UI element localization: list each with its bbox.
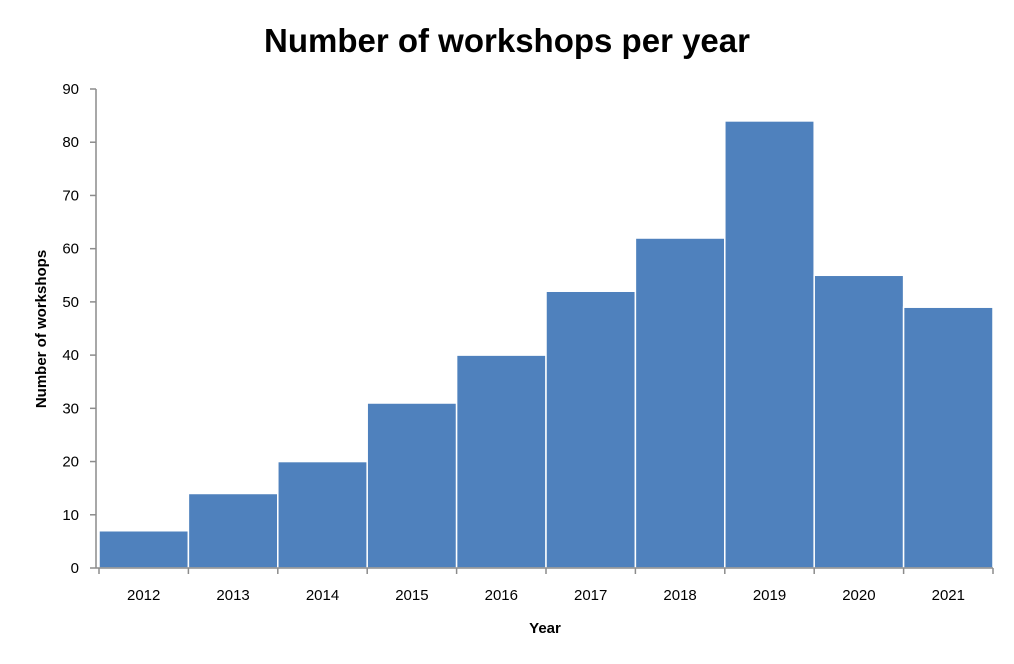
y-axis-label: Number of workshops [33, 250, 50, 408]
bars-group [98, 120, 994, 569]
x-ticks-group: 2012 2013 2014 2015 2016 2017 2018 2019 2020 2021 [98, 568, 994, 604]
x-tick-label-2020: 2020 [842, 587, 875, 604]
bar-2018 [634, 237, 726, 569]
y-tick-label: 60 [62, 241, 79, 258]
y-tick-label: 70 [62, 187, 79, 204]
bar-2017 [545, 290, 637, 569]
y-tick-label: 80 [62, 134, 79, 151]
y-tick-label: 20 [62, 454, 79, 471]
bar-2020 [813, 274, 905, 569]
bar-2016 [455, 354, 547, 569]
x-tick-label-2016: 2016 [485, 587, 518, 604]
y-tick-label: 50 [62, 294, 79, 311]
x-tick-label-2015: 2015 [395, 587, 428, 604]
x-tick-label-2013: 2013 [216, 587, 249, 604]
x-tick-label-2012: 2012 [127, 587, 160, 604]
bar-2014 [277, 460, 368, 569]
bar-2012 [98, 529, 190, 569]
y-tick-label: 0 [71, 560, 79, 577]
x-tick-label-2017: 2017 [574, 587, 607, 604]
bar-2019 [724, 120, 815, 569]
y-tick-label: 90 [62, 81, 79, 98]
y-tick-label: 30 [62, 400, 79, 417]
chart-title: Number of workshops per year [264, 22, 750, 59]
y-tick-label: 40 [62, 347, 79, 364]
x-tick-label-2018: 2018 [663, 587, 696, 604]
bar-2015 [366, 402, 458, 569]
x-tick-label-2014: 2014 [306, 587, 339, 604]
y-ticks-group: 0 10 20 30 40 50 60 70 80 90 [62, 81, 96, 577]
x-axis-label: Year [529, 620, 561, 637]
bar-2013 [187, 492, 279, 569]
x-tick-label-2019: 2019 [753, 587, 786, 604]
y-tick-label: 10 [62, 507, 79, 524]
bar-2021 [902, 306, 994, 569]
x-tick-label-2021: 2021 [932, 587, 965, 604]
